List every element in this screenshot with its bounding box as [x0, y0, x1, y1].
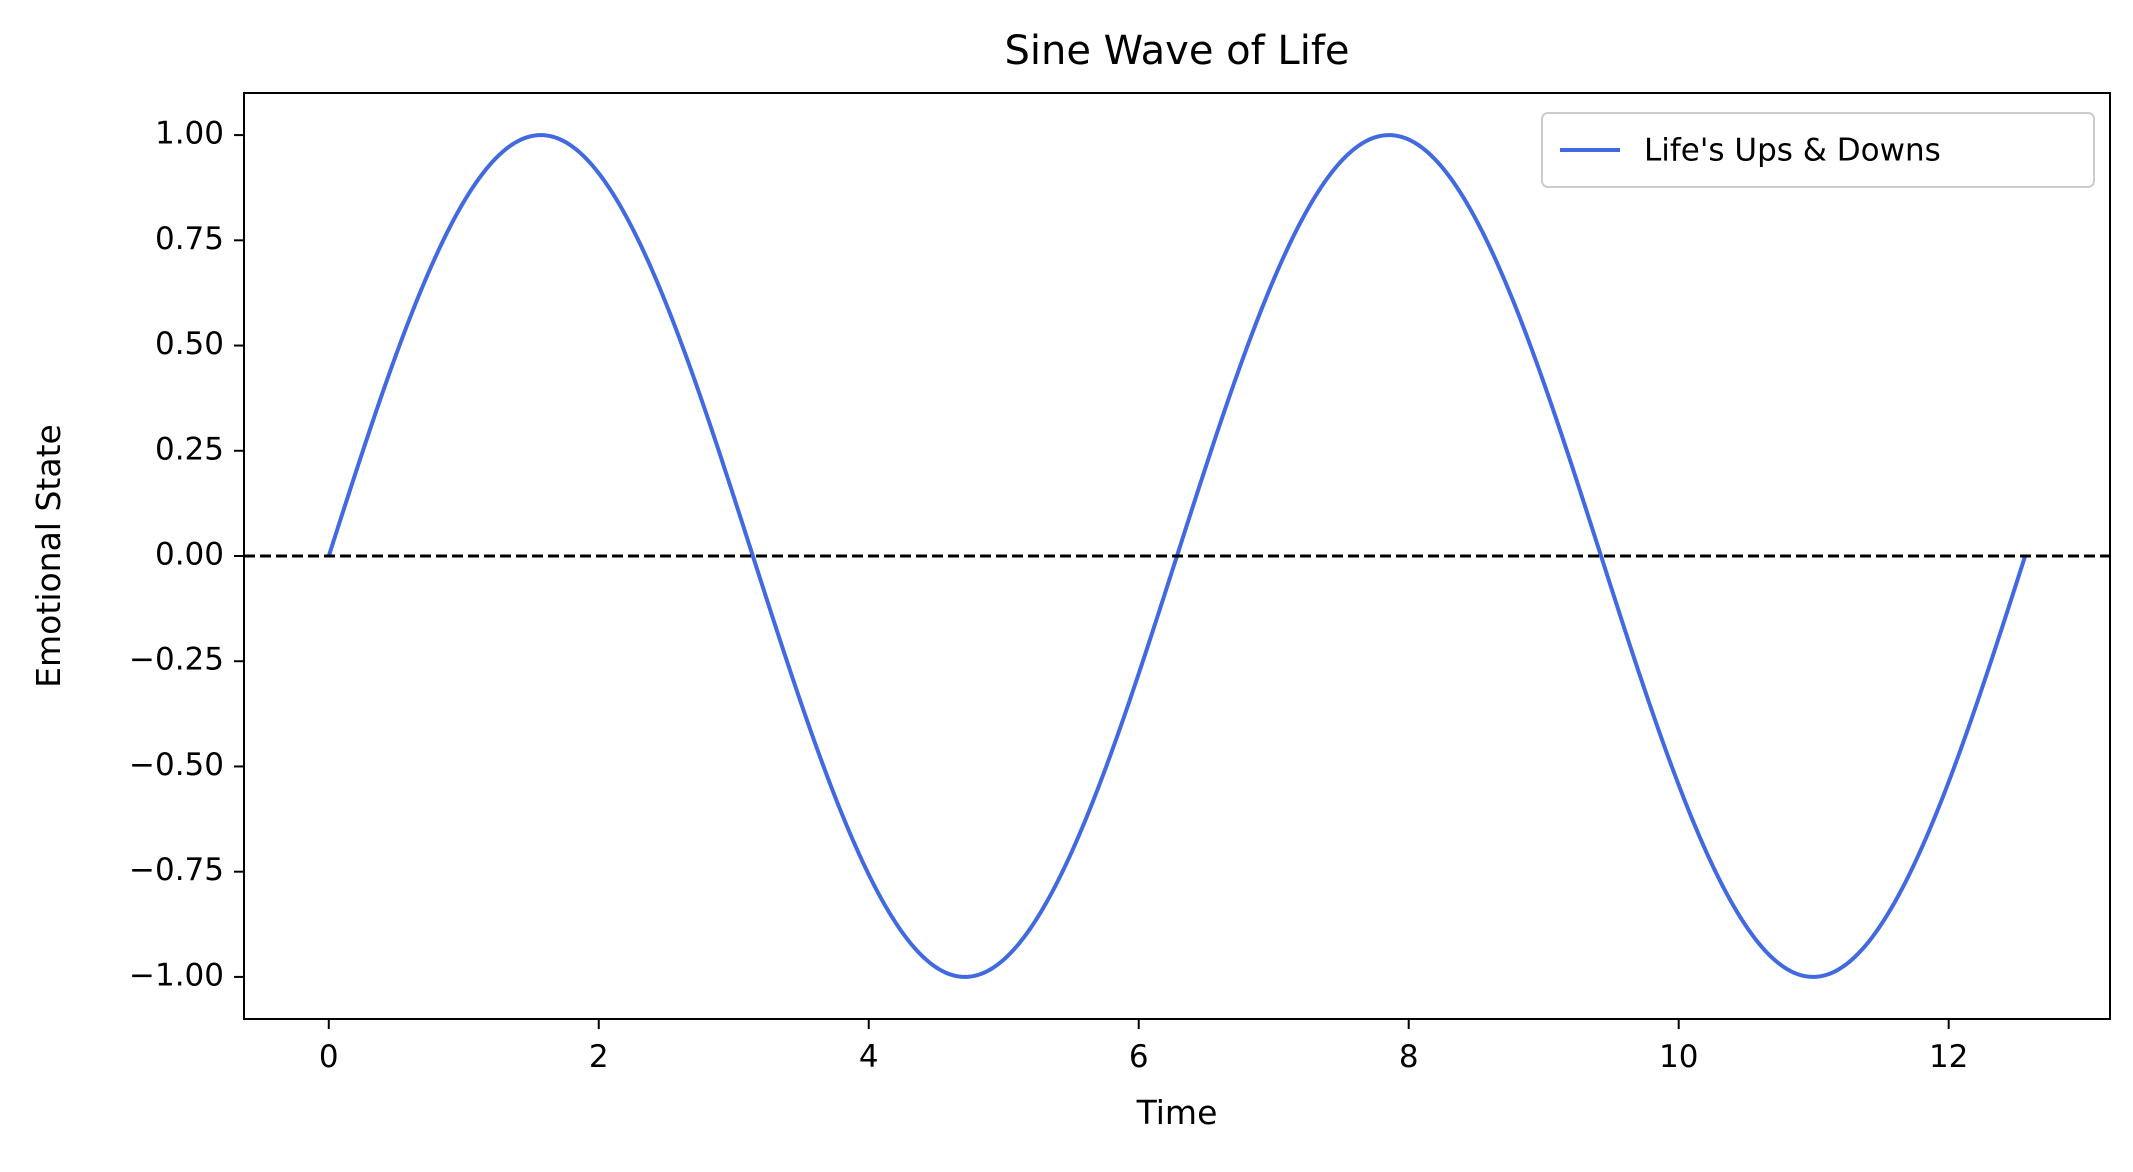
y-tick-label: 1.00 [155, 116, 224, 152]
legend-label-life-ups-downs: Life's Ups & Downs [1644, 133, 1941, 169]
chart-title: Sine Wave of Life [1004, 28, 1349, 74]
x-tick-label: 0 [319, 1039, 339, 1075]
x-tick-label: 6 [1129, 1039, 1149, 1075]
y-tick-label: −1.00 [129, 957, 224, 993]
y-axis-label: Emotional State [29, 424, 68, 688]
legend-box [1541, 112, 2095, 188]
y-tick-label: −0.75 [129, 852, 224, 888]
x-tick-label: 8 [1399, 1039, 1419, 1075]
x-tick-label: 10 [1659, 1039, 1698, 1075]
y-tick-label: 0.00 [155, 537, 224, 573]
y-tick-label: 0.25 [155, 431, 224, 467]
legend: Life's Ups & Downs [1541, 112, 2095, 188]
y-tick-label: 0.75 [155, 221, 224, 257]
plot-area [243, 92, 2111, 1020]
y-tick-label: −0.50 [129, 747, 224, 783]
y-tick-label: −0.25 [129, 642, 224, 678]
x-tick-label: 12 [1929, 1039, 1968, 1075]
y-tick-label: 0.50 [155, 326, 224, 362]
y-axis-ticks: 1.00 0.75 0.50 0.25 0.00 −0.25 −0.50 −0.75 −1.00 [129, 116, 244, 993]
x-tick-label: 2 [589, 1039, 609, 1075]
x-axis-label: Time [1136, 1093, 1218, 1132]
x-axis-ticks: 0 2 4 6 8 10 12 [319, 1019, 1968, 1075]
x-tick-label: 4 [859, 1039, 879, 1075]
